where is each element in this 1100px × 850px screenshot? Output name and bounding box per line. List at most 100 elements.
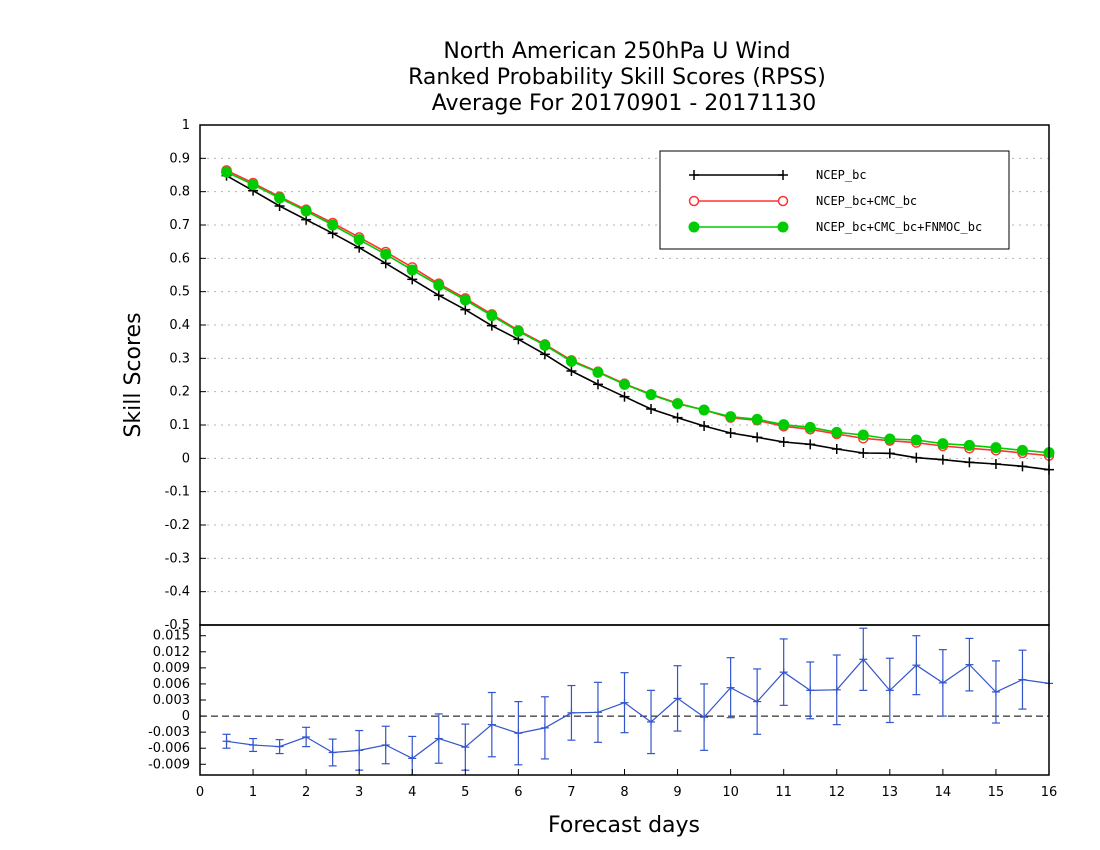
x-axis: 0 1 2 3 4 5 6 7 8 9 10 11 12 13 14 15 16 bbox=[196, 769, 1057, 800]
x-tick-label: 13 bbox=[882, 785, 899, 800]
x-tick-label: 8 bbox=[620, 785, 628, 800]
legend-entry: NCEP_bc+CMC_bc bbox=[688, 194, 917, 208]
difference-point bbox=[806, 686, 815, 695]
difference-point bbox=[938, 678, 947, 687]
data-point bbox=[433, 290, 444, 301]
data-point bbox=[831, 426, 843, 438]
main-y-axis: 1 0.9 0.8 0.7 0.6 0.5 0.4 0.3 0.2 0.1 0 -0.1 -0.2 -0.… bbox=[165, 118, 206, 633]
difference-point bbox=[355, 746, 364, 755]
y-tick-label: 0 bbox=[182, 451, 190, 466]
data-point bbox=[459, 294, 471, 306]
sub-y-tick-label: -0.009 bbox=[148, 757, 190, 772]
x-tick-label: 14 bbox=[935, 785, 952, 800]
data-point bbox=[512, 325, 524, 337]
x-tick-label: 9 bbox=[673, 785, 681, 800]
data-point bbox=[884, 448, 895, 459]
data-point bbox=[274, 192, 286, 204]
data-point bbox=[646, 404, 657, 414]
legend-entry: NCEP_bc+CMC_bc+FNMOC_bc bbox=[688, 220, 982, 234]
data-point bbox=[725, 411, 737, 423]
sub-y-tick-label: 0.012 bbox=[153, 645, 190, 660]
difference-point bbox=[249, 741, 258, 749]
data-point bbox=[380, 248, 392, 260]
difference-point bbox=[461, 743, 470, 752]
x-tick-label: 4 bbox=[408, 785, 416, 800]
x-tick-label: 12 bbox=[828, 785, 845, 800]
x-tick-label: 5 bbox=[461, 785, 469, 800]
data-point bbox=[406, 264, 418, 276]
main-series-group bbox=[221, 165, 1055, 475]
difference-point bbox=[275, 742, 284, 751]
data-point bbox=[433, 279, 445, 291]
difference-point bbox=[593, 708, 602, 717]
data-point bbox=[672, 398, 684, 410]
data-point bbox=[619, 378, 630, 390]
data-point bbox=[460, 304, 471, 315]
x-tick-label: 0 bbox=[196, 785, 204, 800]
difference-point bbox=[965, 660, 974, 669]
y-tick-label: 0.7 bbox=[169, 218, 190, 233]
data-point bbox=[645, 389, 657, 401]
y-tick-label: 0.2 bbox=[169, 385, 190, 400]
x-tick-label: 10 bbox=[722, 785, 739, 800]
sub-series-group bbox=[200, 627, 1053, 776]
data-point bbox=[964, 457, 975, 468]
y-tick-label: 0.1 bbox=[169, 418, 190, 433]
data-point bbox=[858, 448, 869, 458]
sub-y-tick-label: -0.006 bbox=[148, 741, 190, 756]
title-line-3: Average For 20170901 - 20171130 bbox=[432, 91, 817, 116]
y-tick-label: -0.2 bbox=[165, 518, 190, 533]
legend-label: NCEP_bc bbox=[816, 168, 867, 182]
difference-point bbox=[912, 661, 921, 670]
x-tick-label: 6 bbox=[514, 785, 522, 800]
chart-title: North American 250hPa U Wind Ranked Prob… bbox=[408, 39, 826, 116]
y-tick-label: 0.9 bbox=[169, 151, 190, 166]
data-point bbox=[911, 452, 922, 463]
sub-y-tick-label: 0.015 bbox=[153, 629, 190, 644]
difference-point bbox=[832, 685, 841, 694]
x-axis-label: Forecast days bbox=[548, 813, 700, 838]
legend-box bbox=[659, 150, 1010, 250]
x-tick-label: 7 bbox=[567, 785, 575, 800]
data-point bbox=[857, 429, 869, 441]
y-tick-label: 0.5 bbox=[169, 285, 190, 300]
data-point bbox=[778, 419, 790, 431]
data-point bbox=[539, 339, 551, 351]
difference-point bbox=[620, 698, 629, 707]
y-tick-label: 1 bbox=[182, 118, 190, 133]
y-tick-label: 0.3 bbox=[169, 351, 190, 366]
data-point bbox=[937, 438, 949, 450]
data-point bbox=[1016, 444, 1028, 456]
y-tick-label: -0.5 bbox=[165, 618, 190, 633]
difference-point bbox=[540, 723, 549, 732]
data-point bbox=[725, 428, 736, 438]
data-point bbox=[486, 320, 497, 331]
data-point bbox=[247, 179, 259, 191]
data-point bbox=[937, 454, 948, 465]
data-point bbox=[831, 444, 842, 454]
data-point bbox=[565, 355, 577, 367]
difference-point bbox=[647, 717, 656, 726]
data-point bbox=[963, 439, 975, 451]
data-point bbox=[327, 219, 339, 231]
data-point bbox=[672, 412, 683, 423]
y-tick-label: -0.1 bbox=[165, 485, 190, 500]
x-tick-label: 16 bbox=[1041, 785, 1058, 800]
difference-point bbox=[381, 741, 390, 749]
y-tick-label: -0.4 bbox=[165, 585, 190, 600]
data-point bbox=[805, 439, 816, 450]
difference-point bbox=[779, 668, 788, 677]
data-point bbox=[751, 413, 763, 425]
data-point bbox=[778, 437, 789, 447]
difference-point bbox=[408, 754, 417, 763]
difference-point bbox=[991, 687, 1000, 696]
sub-y-tick-label: 0.006 bbox=[153, 677, 190, 692]
x-tick-label: 2 bbox=[302, 785, 310, 800]
x-tick-label: 1 bbox=[249, 785, 257, 800]
difference-point bbox=[700, 713, 709, 722]
legend-entry: NCEP_bc bbox=[689, 168, 867, 182]
y-axis-label: Skill Scores bbox=[121, 312, 146, 437]
sub-y-axis: 0.0150.0120.0090.0060.0030-0.003-0.006-0… bbox=[148, 629, 206, 772]
data-point bbox=[380, 258, 391, 269]
